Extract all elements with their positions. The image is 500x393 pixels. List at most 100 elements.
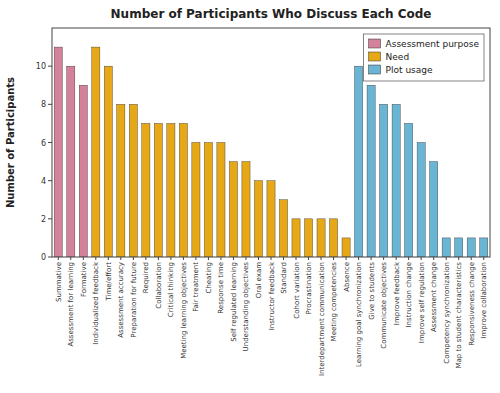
x-tick [433, 257, 434, 260]
bar [392, 104, 400, 257]
bar [142, 123, 150, 257]
y-tick [48, 257, 52, 258]
x-tick-label: Responsiveness change [468, 262, 476, 346]
bar [480, 238, 488, 257]
legend: Assessment purposeNeedPlot usage [364, 34, 484, 81]
x-tick-label: Time/effort [105, 262, 113, 302]
x-tick [108, 257, 109, 260]
x-tick-label: Give to students [368, 262, 376, 320]
x-tick [70, 257, 71, 260]
x-tick-label: Preparation for future [130, 262, 138, 338]
bar [330, 219, 338, 257]
x-tick [446, 257, 447, 260]
x-tick [458, 257, 459, 260]
chart: 0246810SummativeAssessment for learningF… [0, 0, 500, 393]
x-tick-label: Competency synchronization [443, 262, 451, 364]
bar [292, 219, 300, 257]
bar [304, 219, 312, 257]
x-tick [271, 257, 272, 260]
x-tick [170, 257, 171, 260]
bar [92, 47, 100, 257]
x-tick-label: Oral exam [255, 262, 263, 298]
x-tick [145, 257, 146, 260]
x-tick-label: Response time [217, 262, 225, 314]
x-tick-label: Assessment accuracy [117, 262, 125, 338]
x-tick [346, 257, 347, 260]
x-tick [208, 257, 209, 260]
x-tick [333, 257, 334, 260]
x-tick-label: Required [142, 262, 150, 293]
y-tick-label: 10 [36, 62, 46, 71]
bar [242, 162, 250, 257]
bar [380, 104, 388, 257]
x-tick [83, 257, 84, 260]
bar [455, 238, 463, 257]
x-tick [483, 257, 484, 260]
x-tick [195, 257, 196, 260]
x-tick-label: Absence [343, 262, 351, 292]
legend-label: Need [386, 52, 410, 62]
x-tick-label: Standard [280, 262, 288, 294]
x-tick-label: Cheating [205, 262, 213, 294]
x-tick-label: Learning goal synchronization [355, 262, 363, 367]
bar [129, 104, 137, 257]
bar [317, 219, 325, 257]
x-tick [321, 257, 322, 260]
bar [267, 181, 275, 257]
legend-swatch [369, 52, 381, 61]
bar [405, 123, 413, 257]
x-tick-label: Improve collaboration [480, 262, 488, 339]
x-tick [296, 257, 297, 260]
x-tick [283, 257, 284, 260]
legend-label: Assessment purpose [386, 39, 480, 49]
x-tick-label: Summative [55, 262, 63, 302]
bar [342, 238, 350, 257]
x-tick [408, 257, 409, 260]
x-tick-label: Improve feedback [393, 261, 401, 325]
x-tick [233, 257, 234, 260]
x-tick [383, 257, 384, 260]
x-tick-label: Cohort variation [293, 262, 301, 319]
x-tick [308, 257, 309, 260]
bar [204, 143, 212, 258]
x-tick [358, 257, 359, 260]
bar [79, 85, 87, 257]
x-tick [220, 257, 221, 260]
x-tick [183, 257, 184, 260]
plot-frame [52, 28, 490, 257]
x-tick [158, 257, 159, 260]
x-tick-label: Procrastination [305, 262, 313, 315]
bar [229, 162, 237, 257]
x-tick-label: Collaboration [155, 262, 163, 309]
bar [117, 104, 125, 257]
bar [192, 143, 200, 258]
bar [355, 66, 363, 257]
y-tick [48, 66, 52, 67]
x-tick-label: Improve self regulation [418, 262, 426, 343]
x-tick-label: Fair treatment [192, 262, 200, 312]
bar [179, 123, 187, 257]
y-tick [48, 104, 52, 105]
bar [67, 66, 75, 257]
x-tick-label: Understanding objectives [242, 262, 250, 352]
x-tick-label: Map to student characteristics [455, 262, 463, 369]
x-tick [133, 257, 134, 260]
bar [279, 200, 287, 257]
x-tick [396, 257, 397, 260]
bar [367, 85, 375, 257]
x-tick-label: Meeting competencies [330, 262, 338, 342]
y-tick-label: 4 [41, 177, 46, 186]
bar [417, 143, 425, 258]
y-tick-label: 6 [41, 139, 46, 148]
bar [467, 238, 475, 257]
bar [54, 47, 62, 257]
y-axis-label: Number of Participants [5, 77, 16, 208]
x-tick-label: Self regulated learning [230, 262, 238, 342]
x-tick [258, 257, 259, 260]
x-tick-label: Assessment change [430, 262, 438, 332]
x-tick-label: Instructor feedback [268, 261, 276, 330]
x-tick [58, 257, 59, 260]
x-tick [120, 257, 121, 260]
legend-box [364, 34, 484, 81]
x-tick-label: Interdepartment communication [318, 262, 326, 376]
